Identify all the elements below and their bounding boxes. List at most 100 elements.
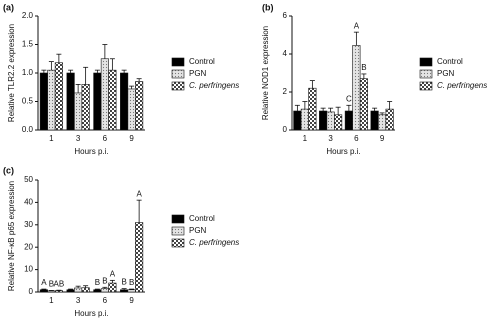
significance-letter: A xyxy=(354,21,360,30)
y-axis-title: Relative TLR2.2 expression xyxy=(7,24,16,122)
y-tick-label: 30 xyxy=(24,220,33,229)
legend-swatch xyxy=(171,69,185,79)
legend-label: Control xyxy=(189,214,215,223)
y-tick-label: 10 xyxy=(24,265,33,274)
legend-label: PGN xyxy=(189,226,207,235)
bar xyxy=(100,288,109,293)
x-tick-label: 9 xyxy=(129,134,134,143)
legend-swatch xyxy=(171,214,185,224)
bar xyxy=(120,72,129,131)
legend-label: Control xyxy=(437,57,463,66)
x-tick-label: 9 xyxy=(380,134,385,143)
bar xyxy=(66,289,75,293)
bar xyxy=(135,222,144,293)
legend-swatch xyxy=(419,69,433,79)
bar xyxy=(378,114,387,131)
x-tick-label: 3 xyxy=(328,134,333,143)
bar xyxy=(100,58,109,131)
x-tick-label: 1 xyxy=(303,134,308,143)
bar xyxy=(359,78,368,131)
x-tick-label: 3 xyxy=(76,296,81,305)
bar xyxy=(74,92,83,131)
y-tick-label: 2.0 xyxy=(22,11,34,20)
significance-letter: A xyxy=(110,269,116,278)
legend-label: Control xyxy=(189,57,215,66)
bar xyxy=(93,72,102,131)
significance-letter: A xyxy=(41,278,47,287)
legend-swatch xyxy=(419,81,433,91)
x-axis-title: Hours p.i. xyxy=(326,147,360,156)
significance-letter: C xyxy=(346,94,352,103)
bar xyxy=(47,290,56,293)
significance-letter: A xyxy=(136,189,142,198)
bar xyxy=(108,69,117,131)
significance-letter: B xyxy=(121,278,126,287)
legend-label: C. perfringens xyxy=(437,81,487,90)
y-tick-label: 0 xyxy=(283,125,288,134)
y-tick-label: 20 xyxy=(24,242,33,251)
panel-label: (b) xyxy=(262,2,274,12)
bar xyxy=(385,108,394,131)
x-tick-label: 6 xyxy=(103,134,108,143)
y-tick-label: 0.5 xyxy=(22,97,34,106)
bar xyxy=(293,110,302,131)
bar xyxy=(308,87,317,131)
significance-letter: B xyxy=(129,278,134,287)
significance-letter: B xyxy=(361,63,366,72)
significance-letter: AB xyxy=(54,279,65,288)
legend-label: C. perfringens xyxy=(189,81,239,90)
y-tick-label: 0.0 xyxy=(22,125,34,134)
significance-letter: B xyxy=(102,276,107,285)
bar xyxy=(127,289,136,293)
bar xyxy=(319,110,328,131)
y-tick-label: 0 xyxy=(29,287,34,296)
panel-label: (a) xyxy=(3,2,14,12)
legend-label: PGN xyxy=(189,69,207,78)
bar xyxy=(120,289,129,293)
legend-swatch xyxy=(171,81,185,91)
y-tick-label: 2 xyxy=(283,87,288,96)
bar xyxy=(74,287,83,293)
legend-swatch xyxy=(171,238,185,248)
x-tick-label: 9 xyxy=(129,296,134,305)
bar xyxy=(39,289,48,293)
bar xyxy=(370,110,379,131)
legend-label: PGN xyxy=(437,69,455,78)
bar xyxy=(93,289,102,293)
bar xyxy=(54,62,63,131)
x-axis-title: Hours p.i. xyxy=(74,147,108,156)
bar xyxy=(344,110,353,131)
x-axis-title: Hours p.i. xyxy=(74,309,108,318)
x-tick-label: 3 xyxy=(76,134,81,143)
bar xyxy=(66,72,75,131)
panel-label: (c) xyxy=(3,165,14,175)
bar xyxy=(108,282,117,293)
y-axis-title: Relative NF-κB p65 expression xyxy=(7,181,16,291)
bar xyxy=(47,69,56,131)
bar xyxy=(81,84,90,131)
y-tick-label: 1.0 xyxy=(22,68,34,77)
y-tick-label: 6 xyxy=(283,11,288,20)
bar xyxy=(135,81,144,131)
bar xyxy=(39,72,48,131)
legend-swatch xyxy=(171,57,185,67)
bar xyxy=(326,111,335,131)
x-tick-label: 1 xyxy=(49,134,54,143)
bar xyxy=(300,108,309,131)
y-tick-label: 40 xyxy=(24,198,33,207)
bar xyxy=(127,88,136,131)
x-tick-label: 6 xyxy=(103,296,108,305)
legend-swatch xyxy=(419,57,433,67)
y-tick-label: 50 xyxy=(24,175,33,184)
y-tick-label: 4 xyxy=(283,49,288,58)
significance-letter: B xyxy=(49,280,54,289)
y-axis-title: Relative NOD1 expression xyxy=(261,26,270,120)
bar xyxy=(81,287,90,293)
legend-swatch xyxy=(171,226,185,236)
bar xyxy=(352,45,361,131)
legend-label: C. perfringens xyxy=(189,238,239,247)
bar xyxy=(54,290,63,293)
y-tick-label: 1.5 xyxy=(22,40,34,49)
significance-letter: B xyxy=(95,278,100,287)
